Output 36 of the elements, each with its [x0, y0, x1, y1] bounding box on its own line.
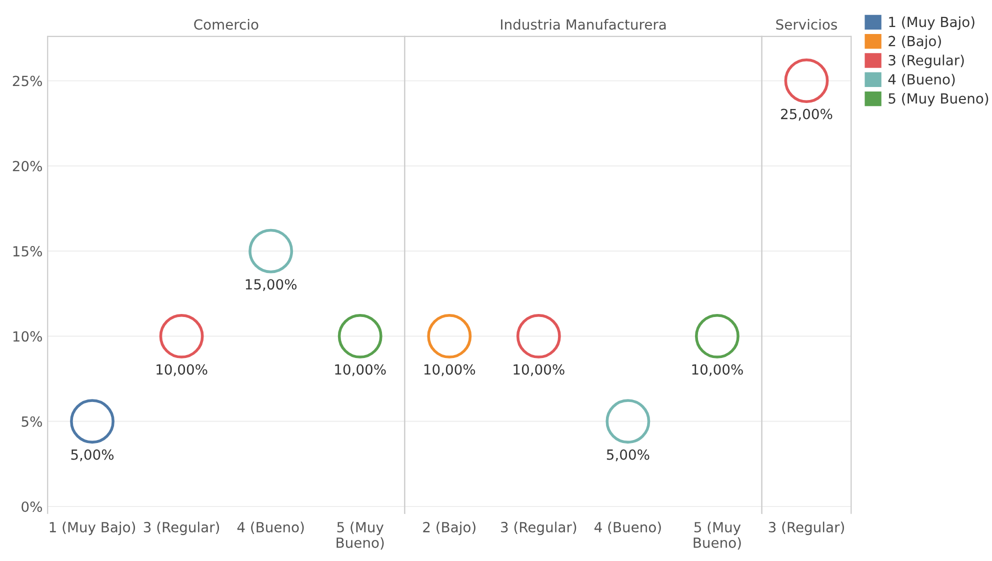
legend-label: 2 (Bajo) — [888, 36, 941, 49]
x-tick-label: 3 (Regular) — [501, 522, 576, 536]
chart-title: Comercio — [194, 18, 258, 30]
legend-label: 3 (Regular) — [888, 54, 964, 68]
data-label: 10,00% — [156, 364, 208, 376]
x-tick-label: 4 (Bueno) — [594, 522, 661, 534]
chart-title: Servicios — [776, 18, 838, 30]
y-tick-label: 20% — [12, 160, 42, 172]
legend-label: 1 (Muy Bajo) — [889, 16, 974, 30]
x-tick-label: 4 (Bueno) — [237, 522, 304, 534]
chart-title: Industria Manufacturera — [501, 18, 666, 30]
legend-label: 4 (Bueno) — [888, 74, 955, 86]
x-tick-label: 3 (Regular) — [144, 522, 220, 536]
y-tick-label: 5% — [22, 416, 42, 427]
y-tick-label: 25% — [12, 76, 42, 86]
data-label: 25,00% — [781, 108, 832, 121]
x-tick-label: 3 (Regular) — [768, 522, 844, 536]
x-tick-label: 5 (Muy Bueno) — [336, 522, 384, 550]
data-label: 5,00% — [606, 449, 650, 462]
x-tick-label: 2 (Bajo) — [423, 522, 476, 536]
data-label: 15,00% — [246, 279, 297, 291]
point — [338, 314, 382, 358]
data-label: 10,00% — [514, 364, 564, 376]
data-label: 10,00% — [335, 364, 386, 376]
x-tick-label: 1 (Muy Bajo) — [50, 522, 136, 536]
y-tick-label: 0% — [22, 501, 42, 512]
point — [70, 399, 114, 444]
x-tick-label: 5 (Muy Bueno) — [694, 522, 741, 550]
y-tick-label: 15% — [13, 246, 42, 257]
point — [248, 228, 294, 274]
point — [159, 314, 204, 358]
data-label: 5,00% — [71, 449, 114, 462]
data-label: 10,00% — [692, 364, 743, 376]
y-tick-label: 10% — [13, 331, 42, 342]
legend-label: 5 (Muy Bueno) — [888, 92, 988, 106]
data-label: 10,00% — [424, 364, 476, 376]
